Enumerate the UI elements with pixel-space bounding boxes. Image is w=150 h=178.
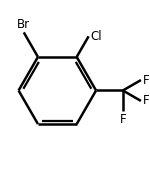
Text: F: F xyxy=(142,94,149,107)
Text: Cl: Cl xyxy=(90,30,102,43)
Text: F: F xyxy=(120,113,126,126)
Text: Br: Br xyxy=(17,18,30,31)
Text: F: F xyxy=(142,74,149,87)
